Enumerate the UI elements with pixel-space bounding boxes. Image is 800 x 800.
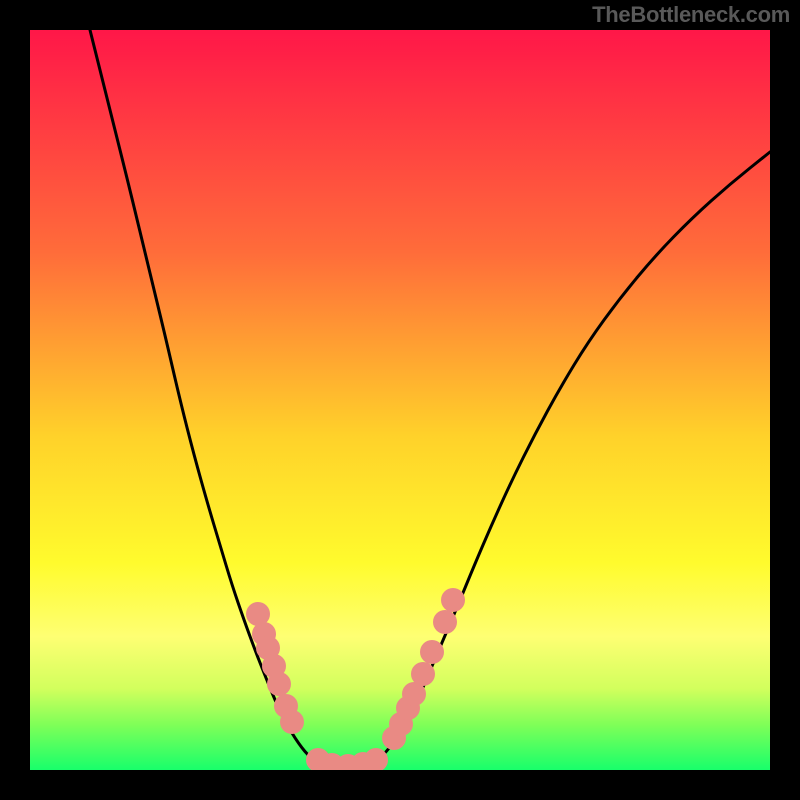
chart-background xyxy=(30,30,770,770)
curve-marker xyxy=(280,710,304,734)
chart-frame xyxy=(30,30,770,770)
bottleneck-chart xyxy=(30,30,770,770)
curve-marker xyxy=(441,588,465,612)
curve-marker xyxy=(433,610,457,634)
curve-marker xyxy=(420,640,444,664)
curve-marker xyxy=(411,662,435,686)
curve-marker xyxy=(267,672,291,696)
watermark-text: TheBottleneck.com xyxy=(592,2,790,28)
